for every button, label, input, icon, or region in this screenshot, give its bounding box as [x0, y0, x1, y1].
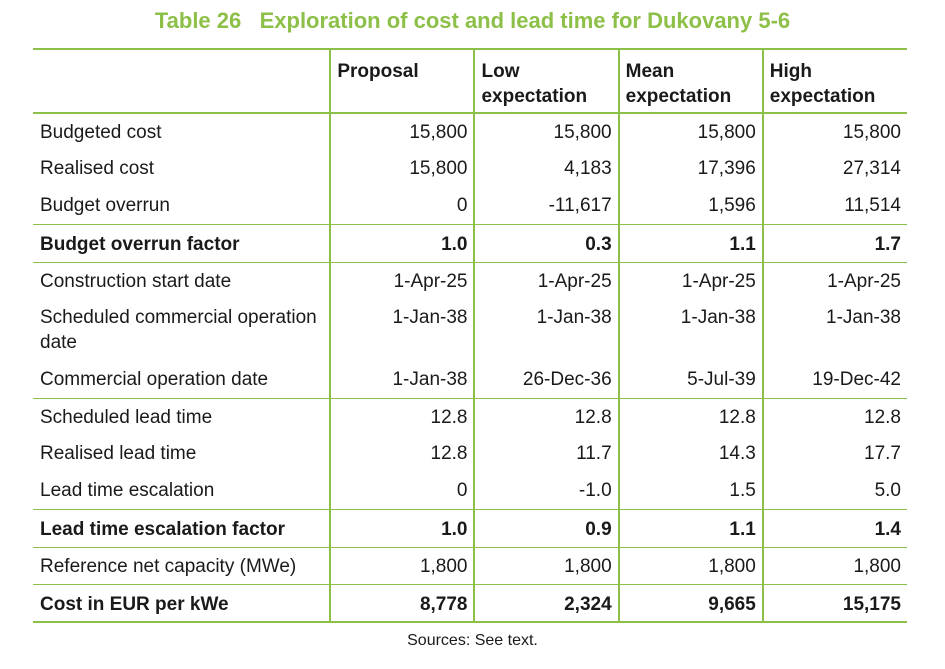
cell-low: 1,800	[473, 546, 619, 584]
cell-high: 15,175	[761, 583, 907, 623]
cell-high: 1,800	[761, 546, 907, 584]
row-label: Budgeted cost	[40, 122, 162, 143]
table-row: Lead time escalation 0 -1.0 1.5 5.0	[33, 472, 907, 509]
cell-mean: 17,396	[617, 150, 763, 187]
cell-high: 1-Jan-38	[761, 299, 907, 361]
cell-proposal: 1,800	[329, 546, 475, 584]
cell-mean: 1,800	[617, 546, 763, 584]
row-label: Reference net capacity (MWe)	[33, 546, 331, 584]
cell-high: 12.8	[761, 397, 907, 435]
cell-low: 26-Dec-36	[473, 361, 619, 398]
cell-mean: 1.1	[617, 223, 763, 262]
header-cell-proposal: Proposal	[329, 49, 475, 113]
table-row: Commercial operation date 1-Jan-38 26-De…	[33, 361, 907, 398]
table-row: Scheduled commercial operation date 1-Ja…	[33, 299, 907, 361]
cell-proposal: 15,800	[329, 113, 475, 150]
row-label: Budget overrun	[40, 195, 170, 216]
cell-mean: 1.1	[617, 508, 763, 547]
cell-high: 15,800	[761, 113, 907, 150]
cell-mean: 9,665	[617, 583, 763, 623]
cell-mean: 15,800	[617, 113, 763, 150]
cell-mean: 14.3	[617, 435, 763, 472]
cell-proposal: 0	[329, 472, 475, 509]
row-label: Construction start date	[33, 261, 331, 299]
cell-proposal: 1.0	[329, 223, 475, 262]
cell-proposal: 0	[329, 187, 475, 224]
cost-lead-time-table: Proposal Low expectation Mean expectatio…	[33, 48, 907, 623]
cell-proposal: 1-Apr-25	[329, 261, 475, 299]
table-row: Realised lead time 12.8 11.7 14.3 17.7	[33, 435, 907, 472]
row-label: Commercial operation date	[40, 369, 269, 390]
table-row-bold: Budget overrun factor 1.0 0.3 1.1 1.7	[33, 223, 907, 262]
header-row: Proposal Low expectation Mean expectatio…	[33, 49, 907, 113]
cell-low: 0.9	[473, 508, 619, 547]
cell-proposal: 1-Jan-38	[329, 299, 475, 361]
table-row: Budgeted cost 15,800 15,800 15,800 15,80…	[33, 113, 907, 150]
table-row-bold: Lead time escalation factor 1.0 0.9 1.1 …	[33, 508, 907, 547]
cell-low: 11.7	[473, 435, 619, 472]
header-cell-mean: Mean expectation	[617, 49, 763, 113]
cell-mean: 12.8	[617, 397, 763, 435]
cell-low: 2,324	[473, 583, 619, 623]
cell-high: 27,314	[761, 150, 907, 187]
cell-mean: 1,596	[617, 187, 763, 224]
cell-low: -11,617	[473, 187, 619, 224]
cell-proposal: 15,800	[329, 150, 475, 187]
table-row: Realised cost 15,800 4,183 17,396 27,314	[33, 150, 907, 187]
cell-low: 1-Apr-25	[473, 261, 619, 299]
cell-low: 15,800	[473, 113, 619, 150]
row-label: Scheduled commercial operation date	[40, 307, 317, 353]
row-label: Lead time escalation factor	[33, 508, 331, 547]
cell-proposal: 8,778	[329, 583, 475, 623]
row-label: Realised lead time	[40, 443, 197, 464]
row-label: Lead time escalation	[40, 480, 215, 501]
cell-proposal: 12.8	[329, 397, 475, 435]
cell-low: 0.3	[473, 223, 619, 262]
cell-low: -1.0	[473, 472, 619, 509]
cell-mean: 1-Jan-38	[617, 299, 763, 361]
header-cell-low: Low expectation	[473, 49, 619, 113]
cell-mean: 5-Jul-39	[617, 361, 763, 398]
cell-proposal: 1-Jan-38	[329, 361, 475, 398]
cell-high: 11,514	[761, 187, 907, 224]
cell-high: 1.7	[761, 223, 907, 262]
table-title: Table 26 Exploration of cost and lead ti…	[154, 8, 791, 33]
cell-mean: 1.5	[617, 472, 763, 509]
table-row: Budget overrun 0 -11,617 1,596 11,514	[33, 187, 907, 224]
table-row: Scheduled lead time 12.8 12.8 12.8 12.8	[33, 397, 907, 435]
cell-high: 17.7	[761, 435, 907, 472]
row-label: Cost in EUR per kWe	[33, 583, 331, 623]
source-note: Sources: See text.	[407, 632, 538, 649]
cell-proposal: 12.8	[329, 435, 475, 472]
table-row: Reference net capacity (MWe) 1,800 1,800…	[33, 546, 907, 584]
header-cell-high: High expectation	[761, 49, 907, 113]
cell-high: 5.0	[761, 472, 907, 509]
table-row-bold: Cost in EUR per kWe 8,778 2,324 9,665 15…	[33, 583, 907, 623]
header-cell-label	[33, 49, 330, 113]
cell-high: 1-Apr-25	[761, 261, 907, 299]
cell-mean: 1-Apr-25	[617, 261, 763, 299]
cell-high: 19-Dec-42	[761, 361, 907, 398]
cell-low: 4,183	[473, 150, 619, 187]
row-label: Realised cost	[40, 158, 155, 179]
row-label: Scheduled lead time	[33, 397, 331, 435]
row-label: Budget overrun factor	[33, 223, 331, 262]
cell-low: 12.8	[473, 397, 619, 435]
cell-proposal: 1.0	[329, 508, 475, 547]
table-row: Construction start date 1-Apr-25 1-Apr-2…	[33, 261, 907, 299]
cell-low: 1-Jan-38	[473, 299, 619, 361]
cell-high: 1.4	[761, 508, 907, 547]
